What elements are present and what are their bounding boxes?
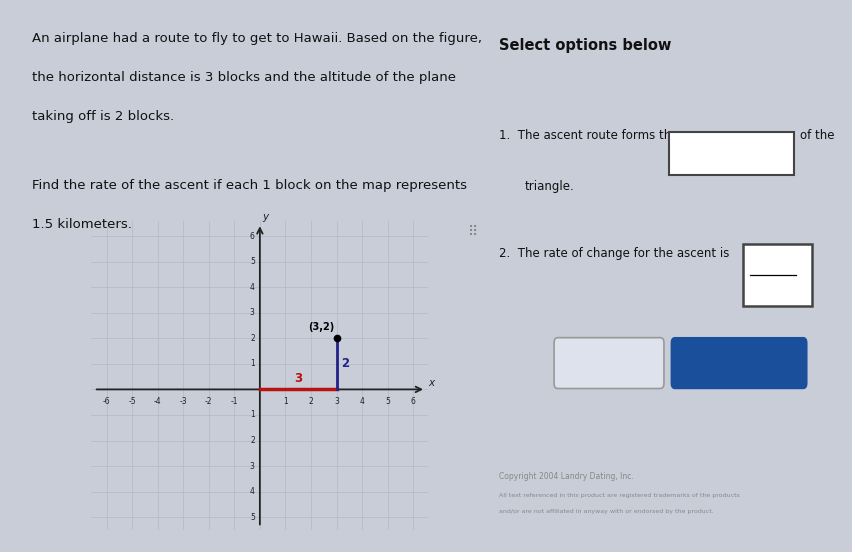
- Text: Select options below: Select options below: [499, 38, 671, 53]
- Text: 4: 4: [360, 397, 365, 406]
- Text: 2: 2: [772, 259, 780, 272]
- FancyBboxPatch shape: [554, 338, 664, 389]
- Text: 3: 3: [250, 308, 255, 317]
- Text: 3: 3: [294, 372, 302, 385]
- Text: -3: -3: [180, 397, 187, 406]
- Text: 1: 1: [283, 397, 288, 406]
- Text: ▼: ▼: [775, 149, 781, 158]
- Text: 3: 3: [772, 278, 780, 290]
- Text: hypotenuse: hypotenuse: [679, 148, 740, 158]
- Text: 5: 5: [250, 257, 255, 266]
- Text: Next Question: Next Question: [567, 357, 651, 370]
- Text: Copyright 2004 Landry Dating, Inc.: Copyright 2004 Landry Dating, Inc.: [499, 471, 634, 481]
- Text: 5: 5: [385, 397, 390, 406]
- Text: -5: -5: [129, 397, 136, 406]
- Text: the horizontal distance is 3 blocks and the altitude of the plane: the horizontal distance is 3 blocks and …: [32, 71, 456, 84]
- Text: taking off is 2 blocks.: taking off is 2 blocks.: [32, 109, 174, 123]
- Text: 4: 4: [250, 487, 255, 496]
- Text: 2: 2: [308, 397, 314, 406]
- Text: All text referenced in this product are registered trademarks of the products: All text referenced in this product are …: [499, 493, 740, 498]
- Text: and/or are not affiliated in anyway with or endorsed by the product.: and/or are not affiliated in anyway with…: [499, 509, 714, 514]
- Text: 2: 2: [250, 436, 255, 445]
- Text: -4: -4: [154, 397, 162, 406]
- Text: 6: 6: [250, 232, 255, 241]
- Text: 1.  The ascent route forms the: 1. The ascent route forms the: [499, 129, 678, 142]
- FancyBboxPatch shape: [670, 131, 794, 176]
- Text: triangle.: triangle.: [525, 180, 574, 193]
- Text: 6: 6: [411, 397, 416, 406]
- Text: (3,2): (3,2): [308, 322, 334, 332]
- Text: Find the rate of the ascent if each 1 block on the map represents: Find the rate of the ascent if each 1 bl…: [32, 179, 467, 192]
- Text: -1: -1: [231, 397, 238, 406]
- Text: 5: 5: [250, 513, 255, 522]
- Text: 2: 2: [341, 357, 349, 370]
- Text: of the: of the: [799, 129, 834, 142]
- Text: x: x: [428, 378, 434, 388]
- Text: -2: -2: [205, 397, 212, 406]
- Text: 4: 4: [250, 283, 255, 291]
- Text: ▼: ▼: [800, 272, 805, 278]
- FancyBboxPatch shape: [671, 338, 807, 389]
- Text: ⠿: ⠿: [468, 225, 478, 239]
- Text: -6: -6: [103, 397, 111, 406]
- Text: 3: 3: [250, 461, 255, 470]
- Text: y: y: [262, 212, 268, 222]
- Text: 2: 2: [250, 334, 255, 343]
- Text: 1.5 kilometers.: 1.5 kilometers.: [32, 217, 131, 231]
- Text: 1: 1: [250, 359, 255, 368]
- Text: 3: 3: [334, 397, 339, 406]
- FancyBboxPatch shape: [743, 244, 812, 305]
- Text: Submit answer: Submit answer: [689, 357, 789, 370]
- Text: An airplane had a route to fly to get to Hawaii. Based on the figure,: An airplane had a route to fly to get to…: [32, 33, 481, 45]
- Text: 2.  The rate of change for the ascent is: 2. The rate of change for the ascent is: [499, 247, 729, 259]
- Text: 1: 1: [250, 411, 255, 420]
